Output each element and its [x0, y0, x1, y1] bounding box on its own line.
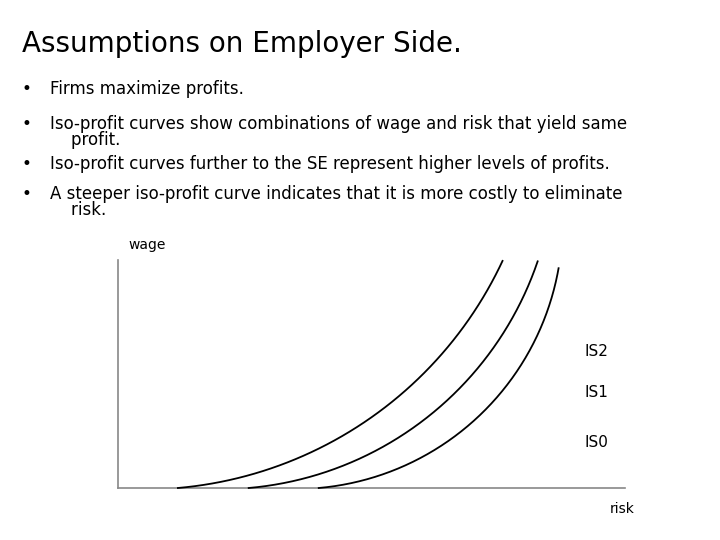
Text: risk.: risk.	[50, 201, 107, 219]
Text: IS1: IS1	[585, 384, 608, 400]
Text: A steeper iso-profit curve indicates that it is more costly to eliminate: A steeper iso-profit curve indicates tha…	[50, 185, 623, 203]
Text: profit.: profit.	[50, 131, 120, 149]
Text: Assumptions on Employer Side.: Assumptions on Employer Side.	[22, 30, 462, 58]
Text: IS2: IS2	[585, 343, 608, 359]
Text: •: •	[22, 155, 32, 173]
Text: Iso-profit curves show combinations of wage and risk that yield same: Iso-profit curves show combinations of w…	[50, 115, 627, 133]
Text: risk: risk	[610, 502, 635, 516]
Text: Firms maximize profits.: Firms maximize profits.	[50, 80, 244, 98]
Text: wage: wage	[128, 238, 166, 252]
Text: IS0: IS0	[585, 435, 608, 450]
Text: •: •	[22, 185, 32, 203]
Text: •: •	[22, 80, 32, 98]
Text: Iso-profit curves further to the SE represent higher levels of profits.: Iso-profit curves further to the SE repr…	[50, 155, 610, 173]
Text: •: •	[22, 115, 32, 133]
